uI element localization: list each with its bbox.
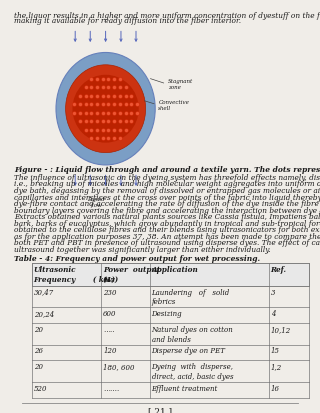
Text: 520: 520: [34, 384, 47, 392]
Text: 26: 26: [34, 347, 43, 354]
Text: 180, 600: 180, 600: [103, 362, 135, 370]
Text: ultrasound together was significantly larger than either individually.: ultrasound together was significantly la…: [14, 245, 271, 253]
Text: 4: 4: [271, 309, 275, 317]
Text: capillaries and interstices at the cross over points of the fabric into liquid t: capillaries and interstices at the cross…: [14, 193, 320, 201]
Text: 600: 600: [103, 309, 116, 317]
Text: Desizing: Desizing: [152, 309, 182, 317]
Ellipse shape: [56, 53, 155, 166]
Text: as for the application purposes 37, 38. An attempt has been made to compare the : as for the application purposes 37, 38. …: [14, 232, 320, 240]
Text: 20: 20: [34, 325, 43, 333]
Text: 15: 15: [271, 347, 280, 354]
Text: boundary layers covering the fibre and accelerating the interaction between dye : boundary layers covering the fibre and a…: [14, 206, 320, 214]
Text: obtained to the cellulose fibres and their blends using ultrasonicators for both: obtained to the cellulose fibres and the…: [14, 225, 320, 234]
Text: making it available for ready diffusion into the fiber interior.: making it available for ready diffusion …: [14, 17, 242, 25]
Text: Dyeing  with  disperse,
direct, acid, basic dyes: Dyeing with disperse, direct, acid, basi…: [152, 362, 234, 380]
Text: Extracts obtained various natural plants sources like Cassia fistula, Impatiens : Extracts obtained various natural plants…: [14, 213, 320, 221]
Text: 230: 230: [103, 288, 116, 296]
Text: 1,2: 1,2: [271, 362, 282, 370]
Text: Liquid
flow: Liquid flow: [87, 197, 105, 207]
Text: Table - 4: Frequency and power output for wet processing.: Table - 4: Frequency and power output fo…: [14, 254, 260, 262]
Text: 30,47: 30,47: [34, 288, 54, 296]
Bar: [32, 263, 309, 286]
Text: dye-fibre contact and accelerating the rate of diffusion of the dye inside the f: dye-fibre contact and accelerating the r…: [14, 199, 320, 208]
Text: Ultrasonic
Frequency       ( kHz): Ultrasonic Frequency ( kHz): [34, 266, 119, 283]
Text: bark, barks of eucalyptus, which grow abundantly in tropical and sub-tropical fo: bark, barks of eucalyptus, which grow ab…: [14, 219, 320, 227]
Text: dye bath, degassing by the removal of dissolved or entrapped gas molecules or ai: dye bath, degassing by the removal of di…: [14, 187, 320, 195]
Text: 20: 20: [34, 362, 43, 370]
Text: …….: …….: [103, 384, 119, 392]
Text: 20,24: 20,24: [34, 309, 54, 317]
Text: …..: …..: [103, 325, 115, 333]
Text: i.e., breaking up of micelles and high molecular weight aggregates into uniform : i.e., breaking up of micelles and high m…: [14, 180, 320, 188]
Text: [ 21 ]: [ 21 ]: [148, 406, 172, 413]
Text: Disperse dye on PET: Disperse dye on PET: [152, 347, 225, 354]
Text: Application: Application: [151, 266, 198, 273]
Text: Ref.: Ref.: [270, 266, 286, 273]
Text: Natural dyes on cotton
and blends: Natural dyes on cotton and blends: [152, 325, 233, 343]
Text: the liquor results in a higher and more uniform concentration of dyestuff on the: the liquor results in a higher and more …: [14, 12, 320, 19]
Text: Effluent treatment: Effluent treatment: [152, 384, 218, 392]
Text: 10,12: 10,12: [271, 325, 291, 333]
Text: both PET and PBT in presence of ultrasound using disperse dyes. The effect of ca: both PET and PBT in presence of ultrasou…: [14, 239, 320, 247]
Text: 3: 3: [271, 288, 275, 296]
Ellipse shape: [66, 66, 146, 153]
Text: 16: 16: [271, 384, 280, 392]
Text: 120: 120: [103, 347, 116, 354]
Text: The influence of ultrasonic on the dyeing system has threefold effects namely, d: The influence of ultrasonic on the dyein…: [14, 173, 320, 181]
Text: Convective
shell: Convective shell: [158, 100, 189, 111]
Text: Stagnant
zone: Stagnant zone: [168, 79, 193, 90]
Text: Laundering   of   solid
febrics: Laundering of solid febrics: [152, 288, 230, 306]
Text: Power  output
(w): Power output (w): [103, 266, 160, 283]
Ellipse shape: [73, 76, 139, 143]
Text: Figure - : Liquid flow through and around a textile yarn. The dots represent the: Figure - : Liquid flow through and aroun…: [14, 165, 320, 173]
